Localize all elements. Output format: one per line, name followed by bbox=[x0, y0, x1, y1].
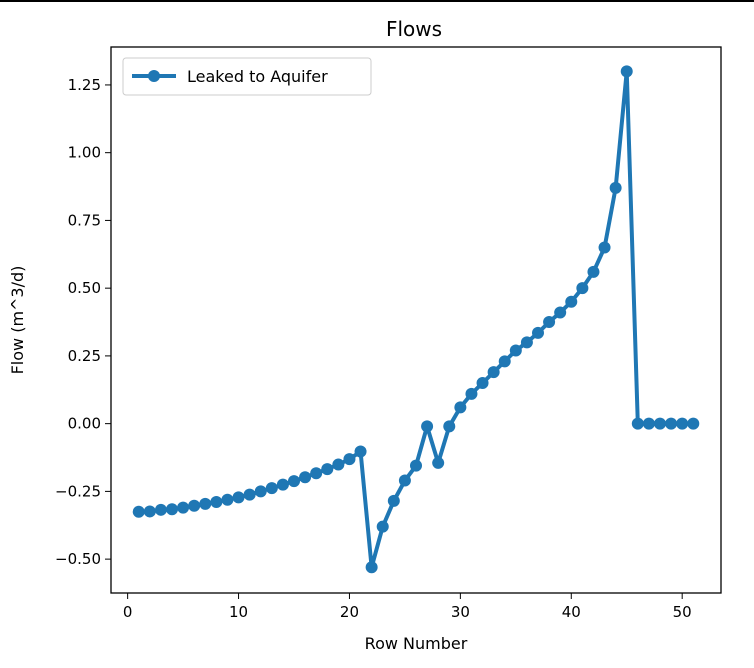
data-point bbox=[188, 499, 201, 512]
y-axis-label: Flow (m^3/d) bbox=[8, 266, 27, 375]
data-point bbox=[332, 458, 345, 471]
data-point bbox=[154, 503, 167, 516]
data-point bbox=[476, 377, 489, 389]
data-point bbox=[565, 295, 578, 308]
data-point bbox=[254, 485, 267, 498]
y-tick-label: 0.25 bbox=[68, 347, 101, 365]
data-point bbox=[243, 488, 256, 501]
y-tick-label: 1.00 bbox=[68, 144, 101, 162]
data-point bbox=[387, 494, 400, 507]
x-tick-label: 10 bbox=[229, 603, 248, 621]
data-point bbox=[376, 520, 389, 533]
data-point bbox=[576, 282, 589, 295]
plot-area bbox=[110, 46, 722, 594]
data-point bbox=[498, 355, 511, 368]
data-point bbox=[609, 181, 622, 194]
data-point bbox=[365, 561, 378, 574]
y-tick-label: 0.50 bbox=[68, 279, 101, 297]
x-tick-label: 40 bbox=[562, 603, 581, 621]
y-tick-label: 0.75 bbox=[68, 211, 101, 229]
legend-label: Leaked to Aquifer bbox=[187, 67, 328, 86]
data-point bbox=[665, 417, 678, 430]
data-point bbox=[177, 501, 190, 514]
data-point bbox=[532, 326, 544, 339]
x-axis: 0 10 20 30 40 50 bbox=[123, 593, 692, 621]
data-point bbox=[199, 497, 212, 510]
data-point bbox=[654, 417, 666, 430]
data-point bbox=[543, 316, 556, 329]
data-point bbox=[620, 65, 633, 78]
data-point bbox=[421, 420, 434, 433]
data-point bbox=[410, 459, 422, 472]
legend-box bbox=[122, 57, 372, 96]
legend: Leaked to Aquifer bbox=[122, 57, 372, 96]
data-point bbox=[321, 463, 334, 476]
data-point bbox=[232, 491, 245, 504]
x-tick-label: 20 bbox=[340, 603, 359, 621]
data-point bbox=[554, 306, 567, 319]
series-line bbox=[138, 69, 694, 570]
data-point bbox=[642, 417, 655, 430]
data-point bbox=[509, 344, 522, 357]
chart-title: Flows bbox=[386, 17, 442, 41]
y-tick-label: −0.50 bbox=[55, 550, 101, 568]
data-point bbox=[288, 475, 300, 488]
y-tick-label: 0.00 bbox=[68, 415, 101, 433]
data-point bbox=[465, 387, 478, 400]
data-point bbox=[265, 482, 278, 495]
data-point bbox=[520, 336, 533, 349]
y-tick-label: 1.25 bbox=[68, 76, 101, 94]
data-point bbox=[343, 453, 356, 466]
data-point bbox=[310, 467, 323, 480]
data-point bbox=[443, 420, 456, 433]
data-point bbox=[143, 505, 156, 518]
series-layer bbox=[132, 65, 700, 574]
legend-marker-sample bbox=[148, 70, 160, 82]
data-point bbox=[276, 478, 289, 491]
y-axis: −0.50 −0.25 0.00 0.25 0.50 0.75 1.00 1.25 bbox=[55, 76, 111, 568]
data-point bbox=[487, 366, 500, 379]
data-point bbox=[454, 401, 467, 414]
data-point bbox=[132, 505, 145, 518]
x-tick-label: 30 bbox=[451, 603, 470, 621]
data-point bbox=[676, 417, 689, 430]
data-point bbox=[587, 265, 600, 278]
x-axis-label: Row Number bbox=[365, 634, 468, 653]
data-point bbox=[398, 474, 411, 487]
data-point bbox=[354, 445, 367, 458]
x-tick-label: 50 bbox=[673, 603, 692, 621]
data-point bbox=[631, 417, 644, 430]
data-point bbox=[221, 493, 234, 506]
data-point bbox=[166, 503, 178, 516]
data-point bbox=[598, 241, 611, 254]
x-tick-label: 0 bbox=[123, 603, 133, 621]
data-point bbox=[299, 471, 312, 484]
y-tick-label: −0.25 bbox=[55, 482, 101, 500]
data-point bbox=[432, 456, 445, 469]
data-point bbox=[210, 495, 223, 508]
data-point bbox=[687, 417, 700, 430]
